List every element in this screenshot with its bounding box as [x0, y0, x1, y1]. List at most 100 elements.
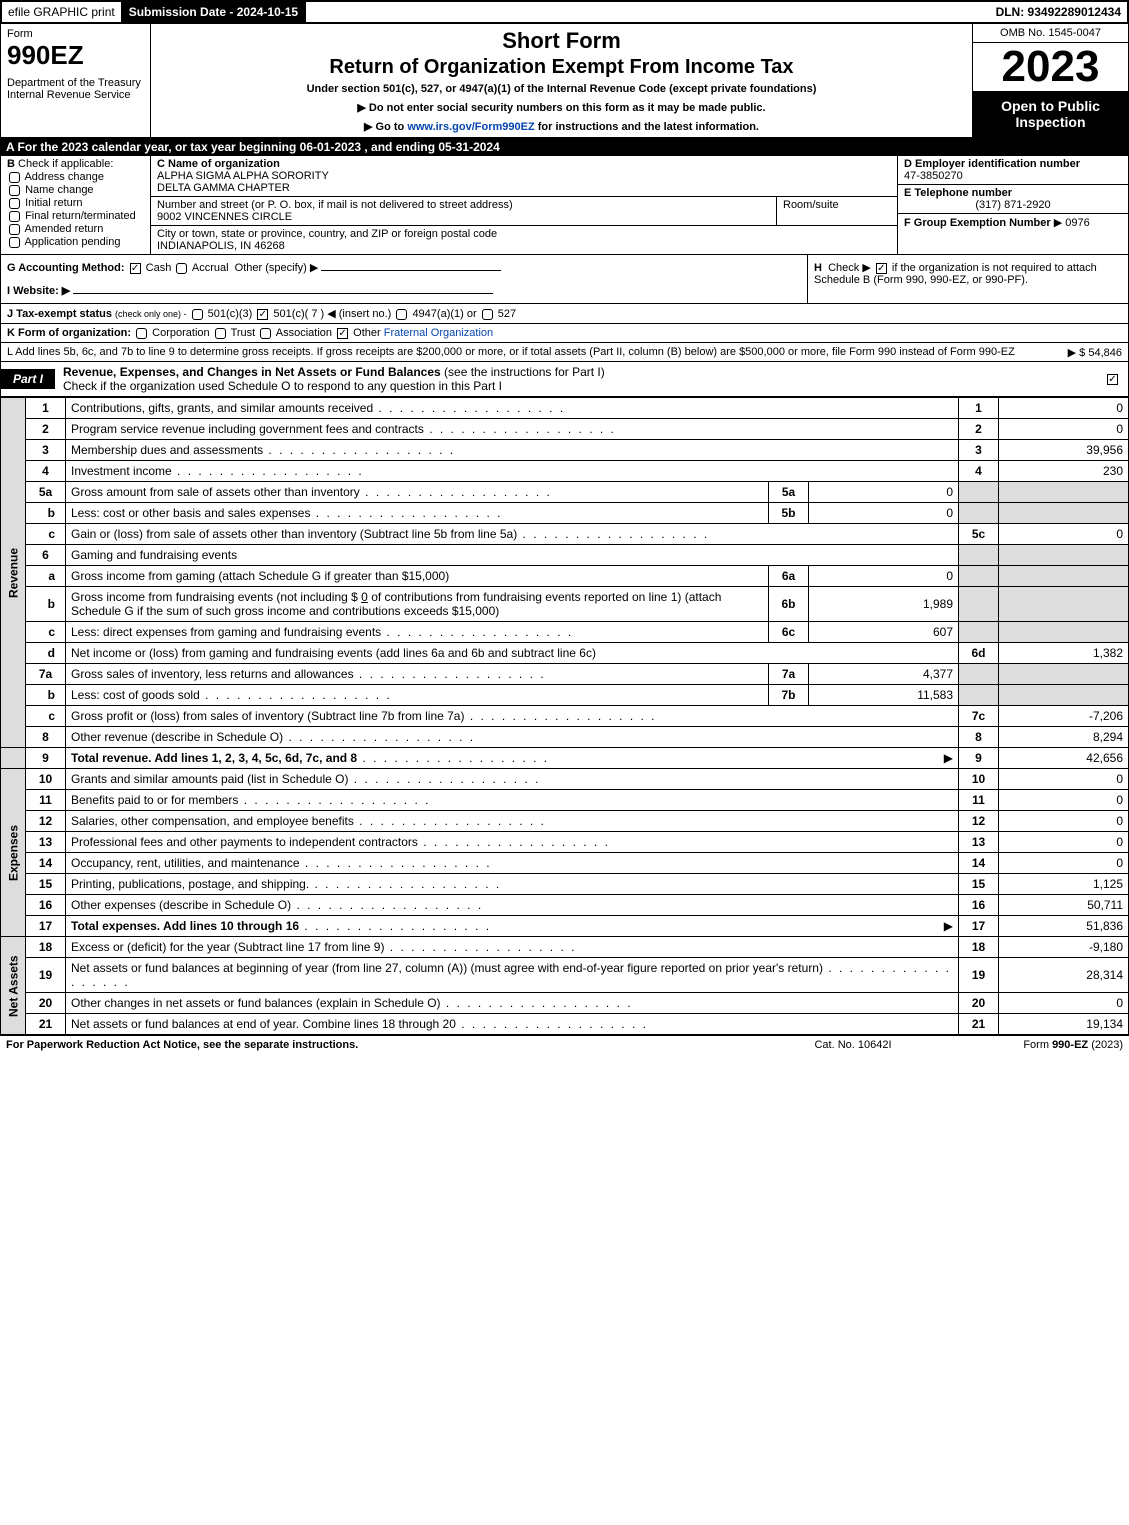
part-i-checkline: Check if the organization used Schedule …	[63, 379, 502, 393]
dept-label: Department of the Treasury Internal Reve…	[7, 77, 144, 101]
other-specify-input[interactable]	[321, 270, 501, 271]
chk-name-change[interactable]: Name change	[7, 184, 144, 196]
l-text: L Add lines 5b, 6c, and 7b to line 9 to …	[7, 346, 1015, 358]
line-j: J Tax-exempt status (check only one) - 5…	[0, 304, 1129, 324]
row-9: 9 Total revenue. Add lines 1, 2, 3, 4, 5…	[1, 748, 1129, 769]
topbar-spacer	[306, 2, 989, 22]
column-b: B Check if applicable: Address change Na…	[1, 156, 151, 254]
val-7c: -7,206	[999, 706, 1129, 727]
row-12: 12 Salaries, other compensation, and emp…	[1, 811, 1129, 832]
val-21: 19,134	[999, 1014, 1129, 1035]
block-bcdef: B Check if applicable: Address change Na…	[0, 156, 1129, 255]
header-center: Short Form Return of Organization Exempt…	[151, 24, 973, 137]
row-17: 17 Total expenses. Add lines 10 through …	[1, 916, 1129, 937]
header-left: Form 990EZ Department of the Treasury In…	[1, 24, 151, 137]
row-14: 14 Occupancy, rent, utilities, and maint…	[1, 853, 1129, 874]
row-19: 19 Net assets or fund balances at beginn…	[1, 958, 1129, 993]
footer-right: Form 990-EZ (2023)	[943, 1039, 1123, 1051]
column-def: D Employer identification number 47-3850…	[898, 156, 1128, 254]
other-org-value: Fraternal Organization	[384, 327, 493, 339]
chk-trust[interactable]	[215, 328, 226, 339]
chk-address-change[interactable]: Address change	[7, 171, 144, 183]
val-5a: 0	[809, 482, 959, 503]
b-label: Check if applicable:	[18, 158, 113, 170]
val-16: 50,711	[999, 895, 1129, 916]
column-c: C Name of organization ALPHA SIGMA ALPHA…	[151, 156, 898, 254]
val-15: 1,125	[999, 874, 1129, 895]
row-2: 2 Program service revenue including gove…	[1, 419, 1129, 440]
line-a: A For the 2023 calendar year, or tax yea…	[0, 138, 1129, 156]
val-5c: 0	[999, 524, 1129, 545]
val-20: 0	[999, 993, 1129, 1014]
chk-cash[interactable]: ✓	[130, 263, 141, 274]
chk-501c[interactable]: ✓	[257, 309, 268, 320]
group-exemption-value: 0976	[1065, 217, 1089, 229]
part-i-header: Part I Revenue, Expenses, and Changes in…	[0, 362, 1129, 397]
val-12: 0	[999, 811, 1129, 832]
chk-other-org[interactable]: ✓	[337, 328, 348, 339]
val-8: 8,294	[999, 727, 1129, 748]
row-15: 15 Printing, publications, postage, and …	[1, 874, 1129, 895]
row-5b: b Less: cost or other basis and sales ex…	[1, 503, 1129, 524]
row-16: 16 Other expenses (describe in Schedule …	[1, 895, 1129, 916]
val-18: -9,180	[999, 937, 1129, 958]
part-i-title: Revenue, Expenses, and Changes in Net As…	[55, 362, 1105, 396]
row-8: 8 Other revenue (describe in Schedule O)…	[1, 727, 1129, 748]
chk-schedule-b[interactable]: ✓	[876, 263, 887, 274]
efile-print-label[interactable]: efile GRAPHIC print	[2, 2, 123, 22]
chk-association[interactable]	[260, 328, 271, 339]
chk-amended-return[interactable]: Amended return	[7, 223, 144, 235]
val-7b: 11,583	[809, 685, 959, 706]
row-6c: c Less: direct expenses from gaming and …	[1, 622, 1129, 643]
top-bar: efile GRAPHIC print Submission Date - 20…	[0, 0, 1129, 24]
j-sub: (check only one) -	[115, 309, 187, 319]
netassets-vlabel: Net Assets	[1, 937, 26, 1035]
i-label: I Website: ▶	[7, 285, 70, 297]
tax-year: 2023	[973, 43, 1128, 92]
chk-501c3[interactable]	[192, 309, 203, 320]
row-7c: c Gross profit or (loss) from sales of i…	[1, 706, 1129, 727]
address-row: Number and street (or P. O. box, if mail…	[151, 197, 897, 226]
irs-link[interactable]: www.irs.gov/Form990EZ	[407, 121, 534, 133]
chk-final-return[interactable]: Final return/terminated	[7, 210, 144, 222]
chk-schedule-o[interactable]: ✓	[1107, 374, 1118, 385]
val-19: 28,314	[999, 958, 1129, 993]
chk-application-pending[interactable]: Application pending	[7, 236, 144, 248]
row-1: Revenue 1 Contributions, gifts, grants, …	[1, 398, 1129, 419]
val-6b: 1,989	[809, 587, 959, 622]
row-18: Net Assets 18 Excess or (deficit) for th…	[1, 937, 1129, 958]
row-13: 13 Professional fees and other payments …	[1, 832, 1129, 853]
row-21: 21 Net assets or fund balances at end of…	[1, 1014, 1129, 1035]
row-4: 4 Investment income 4 230	[1, 461, 1129, 482]
subtitle: Under section 501(c), 527, or 4947(a)(1)…	[159, 83, 964, 95]
website-input[interactable]	[73, 293, 493, 294]
val-13: 0	[999, 832, 1129, 853]
c-name-label: C Name of organization	[157, 158, 280, 170]
dln-label: DLN: 93492289012434	[990, 2, 1127, 22]
line-i: I Website: ▶	[7, 284, 801, 297]
chk-accrual[interactable]	[176, 263, 187, 274]
revenue-vlabel: Revenue	[1, 398, 26, 748]
val-6d: 1,382	[999, 643, 1129, 664]
omb-number: OMB No. 1545-0047	[973, 24, 1128, 43]
val-14: 0	[999, 853, 1129, 874]
row-7a: 7a Gross sales of inventory, less return…	[1, 664, 1129, 685]
val-4: 230	[999, 461, 1129, 482]
org-name: ALPHA SIGMA ALPHA SORORITY DELTA GAMMA C…	[157, 170, 329, 194]
chk-initial-return[interactable]: Initial return	[7, 197, 144, 209]
chk-527[interactable]	[482, 309, 493, 320]
val-11: 0	[999, 790, 1129, 811]
val-9: 42,656	[999, 748, 1129, 769]
row-5a: 5a Gross amount from sale of assets othe…	[1, 482, 1129, 503]
k-label: K Form of organization:	[7, 327, 131, 339]
chk-4947[interactable]	[396, 309, 407, 320]
l-arrow: ▶ $	[1068, 347, 1086, 359]
chk-corporation[interactable]	[136, 328, 147, 339]
city-row: City or town, state or province, country…	[151, 226, 897, 254]
l-amount: 54,846	[1088, 347, 1122, 359]
warning-ssn: ▶ Do not enter social security numbers o…	[159, 101, 964, 114]
phone-value: (317) 871-2920	[904, 199, 1122, 211]
main-title: Return of Organization Exempt From Incom…	[159, 56, 964, 79]
row-10: Expenses 10 Grants and similar amounts p…	[1, 769, 1129, 790]
addr-label: Number and street (or P. O. box, if mail…	[157, 199, 513, 211]
